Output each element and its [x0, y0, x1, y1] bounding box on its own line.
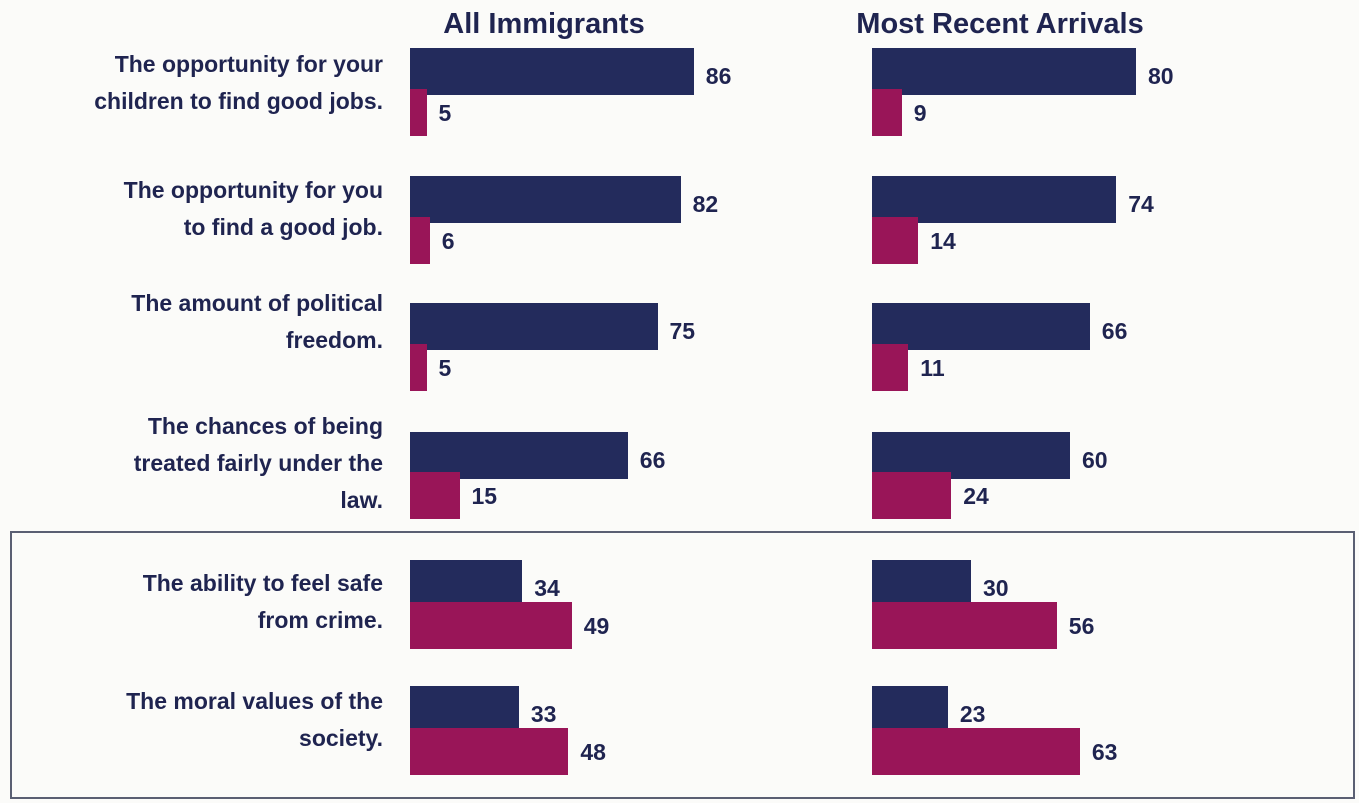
bar-home-all-immigrants [410, 344, 427, 391]
bar-us-all-immigrants [410, 432, 628, 479]
row-label-line: The opportunity for you [123, 177, 383, 203]
row-label-line: treated fairly under the [133, 450, 383, 476]
bar-home-all-immigrants [410, 472, 460, 519]
bar-us-recent-arrivals [872, 303, 1090, 350]
data-label: 60 [1082, 447, 1108, 473]
panel-title-all-immigrants: All Immigrants [443, 8, 645, 40]
data-label: 30 [983, 575, 1009, 601]
bar-us-recent-arrivals [872, 432, 1070, 479]
data-label: 80 [1148, 63, 1174, 89]
panel-title-most-recent-arrivals: Most Recent Arrivals [856, 8, 1144, 40]
bar-us-all-immigrants [410, 560, 523, 607]
bar-home-all-immigrants [410, 602, 572, 649]
row-label-line: freedom. [285, 327, 383, 353]
bar-us-all-immigrants [410, 303, 658, 350]
row-label-line: society. [299, 725, 383, 751]
bar-home-recent-arrivals [872, 728, 1080, 775]
row-label: The opportunity for your children to find… [23, 46, 383, 120]
row-label: The moral values of the society. [23, 683, 383, 757]
data-label: 74 [1128, 191, 1154, 217]
data-label: 48 [580, 739, 606, 765]
row-label-line: from crime. [257, 607, 383, 633]
bar-home-all-immigrants [410, 728, 569, 775]
row-label: The opportunity for you to find a good jo… [23, 172, 383, 246]
row-label: The chances of being treated fairly under… [23, 408, 383, 519]
row-label-line: to find a good job. [183, 214, 383, 240]
data-label: 66 [639, 447, 666, 473]
data-label: 15 [471, 483, 498, 509]
bar-home-recent-arrivals [872, 472, 952, 519]
data-label: 11 [920, 355, 945, 381]
row-label: The amount of political freedom. [23, 285, 383, 359]
data-label: 82 [692, 191, 719, 217]
bar-us-all-immigrants [410, 48, 694, 95]
data-label: 75 [669, 318, 696, 344]
data-label: 49 [583, 613, 610, 639]
row-label-line: The moral values of the [126, 688, 383, 714]
bar-us-recent-arrivals [872, 48, 1136, 95]
bar-home-recent-arrivals [872, 602, 1057, 649]
row-label-line: The chances of being [147, 413, 383, 439]
data-label: 66 [1101, 318, 1128, 344]
data-label: 14 [930, 228, 956, 254]
data-label: 34 [534, 575, 560, 601]
highlight-box [10, 531, 1355, 799]
bar-us-all-immigrants [410, 176, 681, 223]
data-label: 6 [441, 228, 455, 254]
data-label: 63 [1091, 739, 1118, 765]
row-label-line: The opportunity for your [114, 51, 383, 77]
bar-us-all-immigrants [410, 686, 519, 733]
bar-home-recent-arrivals [872, 89, 902, 136]
data-label: 24 [963, 483, 989, 509]
row-label-line: children to find good jobs. [94, 88, 383, 114]
row-label-line: The amount of political [131, 290, 383, 316]
bar-home-all-immigrants [410, 217, 430, 264]
data-label: 9 [913, 100, 927, 126]
bar-home-recent-arrivals [872, 344, 909, 391]
bar-us-recent-arrivals [872, 560, 971, 607]
data-label: 23 [959, 701, 986, 727]
data-label: 5 [438, 100, 452, 126]
bar-us-recent-arrivals [872, 686, 948, 733]
bar-us-recent-arrivals [872, 176, 1117, 223]
bar-home-recent-arrivals [872, 217, 919, 264]
row-label-line: The ability to feel safe [142, 570, 383, 596]
bar-home-all-immigrants [410, 89, 427, 136]
row-label: The ability to feel safe from crime. [23, 565, 383, 639]
data-label: 56 [1068, 613, 1095, 639]
data-label: 33 [530, 701, 557, 727]
data-label: 5 [438, 355, 452, 381]
data-label: 86 [705, 63, 732, 89]
row-label-line: law. [340, 487, 383, 513]
